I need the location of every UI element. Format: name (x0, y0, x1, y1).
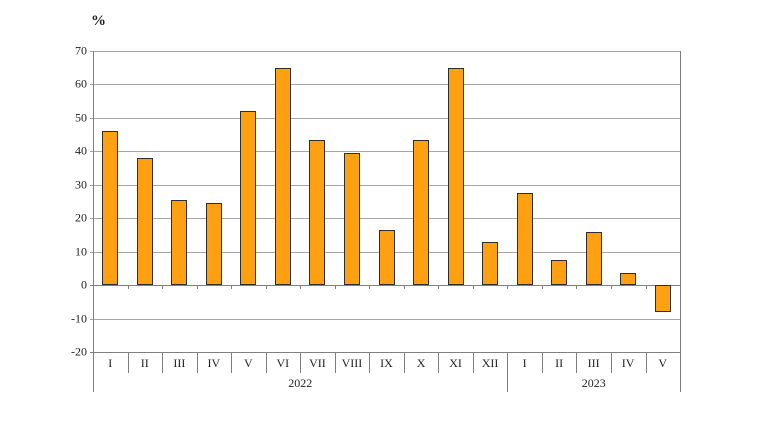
month-divider (196, 352, 198, 373)
month-label: II (555, 356, 564, 370)
month-divider (265, 352, 267, 373)
gridline (90, 117, 680, 119)
y-tick-label: 70 (75, 43, 87, 58)
month-divider (645, 352, 647, 373)
y-tick-label: 30 (75, 177, 87, 192)
y-axis-unit-label: % (91, 13, 106, 29)
gridline (90, 352, 680, 353)
month-divider (403, 352, 405, 373)
bar (516, 193, 533, 286)
month-label: I (108, 356, 113, 370)
gridline (90, 184, 680, 186)
month-label: VIII (341, 356, 363, 370)
month-label: IV (207, 356, 221, 370)
month-label: XI (449, 356, 462, 370)
y-tick-label: 20 (75, 210, 87, 225)
y-tick-label: 50 (75, 110, 87, 125)
bar (136, 158, 153, 286)
month-label: IX (380, 356, 393, 370)
zero-axis-tick (507, 285, 509, 290)
year-label: 2023 (581, 376, 606, 390)
month-divider (369, 352, 371, 373)
month-divider (438, 352, 440, 373)
zero-axis-tick (541, 285, 543, 290)
month-divider (162, 352, 164, 373)
bar (447, 67, 464, 286)
bar (102, 131, 119, 286)
zero-axis-tick (127, 285, 129, 290)
gridline (90, 285, 680, 287)
zero-axis-tick (300, 285, 302, 290)
zero-axis-tick (334, 285, 336, 290)
zero-axis-tick (231, 285, 233, 290)
bar (585, 231, 602, 286)
year-label: 2022 (288, 376, 313, 390)
y-tick-label: -20 (71, 344, 87, 359)
gridline (90, 51, 680, 52)
right-border-line (680, 51, 681, 392)
bar (344, 153, 360, 286)
month-divider (300, 352, 302, 373)
month-label: III (173, 356, 186, 370)
month-divider (541, 352, 543, 373)
zero-axis-tick (265, 285, 267, 290)
y-tick-label: 0 (81, 277, 87, 292)
bar (620, 273, 637, 286)
bar (309, 139, 326, 286)
month-label: VII (309, 356, 326, 370)
month-divider (472, 352, 474, 373)
gridline (90, 318, 680, 320)
bar (274, 67, 291, 286)
zero-axis-tick (472, 285, 474, 290)
y-tick-label: 40 (75, 143, 87, 158)
zero-axis-tick (162, 285, 164, 290)
zero-axis-tick (369, 285, 371, 290)
bar (482, 241, 499, 286)
zero-axis-tick (438, 285, 440, 290)
bar (171, 199, 188, 286)
y-tick-label: -10 (71, 311, 87, 326)
y-tick-label: 10 (75, 244, 87, 259)
bar (551, 260, 568, 286)
month-divider (231, 352, 233, 373)
month-divider (334, 352, 336, 373)
zero-axis-tick (610, 285, 612, 290)
month-label: V (658, 356, 668, 370)
zero-axis-tick (196, 285, 198, 290)
zero-axis-tick (576, 285, 578, 290)
gridline (90, 151, 680, 153)
gridline (90, 84, 680, 86)
gridline (90, 218, 680, 220)
month-divider (127, 352, 129, 373)
month-label: X (416, 356, 426, 370)
month-divider (576, 352, 578, 373)
month-label: VI (276, 356, 290, 370)
zero-axis-tick (403, 285, 405, 290)
month-label: II (140, 356, 149, 370)
month-label: I (522, 356, 527, 370)
year-separator (507, 352, 509, 392)
month-label: V (244, 356, 253, 370)
month-label: III (587, 356, 600, 370)
y-axis-line (93, 51, 94, 392)
month-divider (610, 352, 612, 373)
zero-axis-tick (645, 285, 647, 290)
month-label: XII (481, 356, 499, 370)
month-label: IV (621, 356, 635, 370)
bar (413, 139, 429, 286)
bar (654, 285, 671, 312)
y-tick-label: 60 (75, 76, 87, 91)
bar (378, 229, 395, 286)
bar (205, 203, 222, 286)
bar (240, 111, 257, 286)
